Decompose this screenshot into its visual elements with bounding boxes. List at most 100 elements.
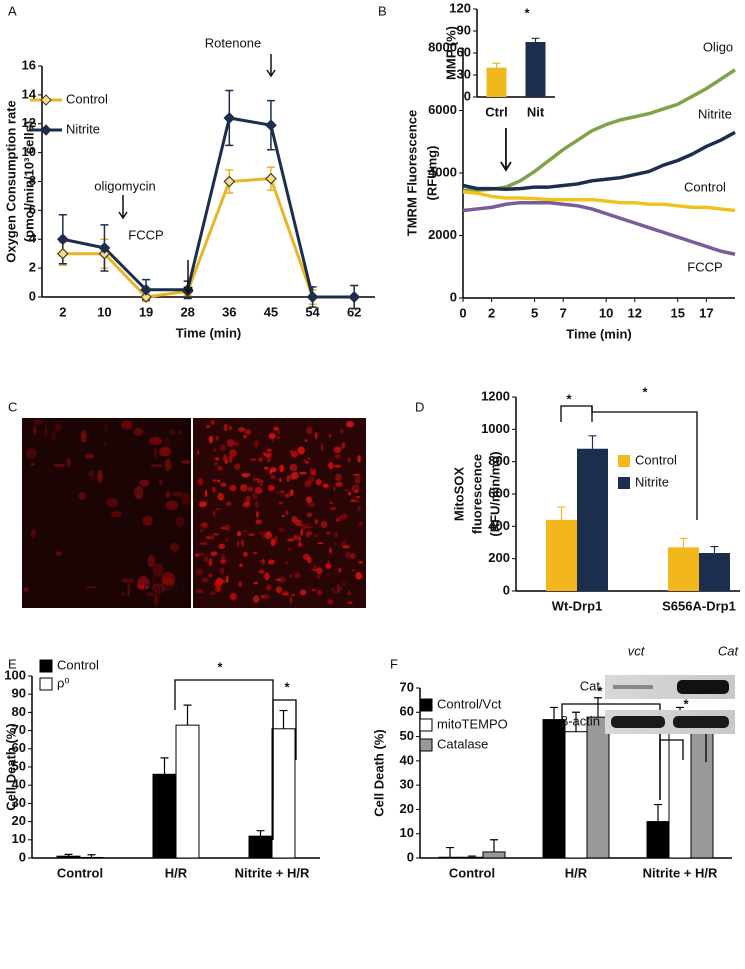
panel-label: C [8, 399, 17, 414]
significance-bracket [659, 739, 684, 800]
cell-spot [270, 538, 276, 547]
cell-spot [330, 502, 334, 505]
cell-spot [149, 437, 163, 446]
cell-spot [248, 472, 251, 477]
cell-spot [106, 498, 119, 508]
cell-spot [210, 420, 215, 426]
cell-spot [353, 490, 359, 493]
cell-spot [347, 590, 352, 596]
y-tick-label: 200 [488, 550, 510, 565]
bar [564, 731, 588, 859]
cell-spot [146, 592, 155, 597]
cell-spot [241, 538, 245, 547]
cell-spot [219, 567, 225, 575]
cell-spot [194, 553, 200, 557]
micrograph [22, 418, 191, 608]
cell-spot [334, 464, 342, 468]
cell-spot [154, 592, 158, 606]
significance-star: * [217, 659, 223, 674]
cell-spot [333, 446, 342, 453]
cell-spot [322, 483, 329, 488]
cell-spot [325, 563, 332, 569]
cell-spot [165, 491, 171, 498]
cell-spot [295, 523, 302, 527]
x-tick-label: Nitrite + H/R [643, 865, 718, 880]
bar [668, 728, 692, 859]
significance-star: * [597, 683, 603, 698]
bar [175, 724, 200, 859]
x-tick-label: Control [449, 865, 495, 880]
x-tick-label: 5 [531, 305, 538, 320]
cell-spot [236, 540, 240, 548]
cell-spot [266, 448, 272, 452]
cell-spot [316, 574, 321, 579]
blot-band [611, 716, 665, 728]
marker [348, 291, 361, 303]
cell-spot [279, 477, 282, 483]
cell-spot [204, 556, 209, 563]
marker [98, 242, 111, 254]
annotation-arrow [183, 260, 193, 295]
series-label: FCCP [687, 259, 722, 274]
cell-spot [142, 515, 153, 526]
cell-spot [275, 586, 282, 594]
cell-spot [220, 560, 227, 563]
cell-spot [213, 479, 217, 482]
y-tick-label: 50 [400, 728, 414, 743]
y-axis-label: Oxygen Consumption rate [3, 100, 18, 263]
cell-spot [220, 526, 227, 530]
y-axis-label: (pmol/min/10³ cells) [21, 121, 36, 242]
legend-label: Control [57, 657, 99, 672]
cell-spot [329, 498, 332, 505]
cell-spot [344, 489, 349, 492]
cell-spot [320, 520, 328, 528]
panel-label: F [390, 656, 398, 671]
legend-marker [40, 94, 52, 106]
cell-spot [352, 473, 361, 477]
legend-swatch [39, 677, 53, 691]
cell-spot [250, 458, 257, 461]
cell-spot [317, 542, 324, 545]
cell-spot [104, 442, 108, 446]
cell-spot [211, 479, 219, 483]
series-line [462, 130, 736, 191]
cell-spot [331, 588, 335, 595]
cell-spot [253, 477, 256, 482]
bar [79, 856, 104, 859]
x-tick-label: H/R [165, 865, 188, 880]
significance-star: * [642, 384, 648, 399]
cell-spot [266, 584, 272, 591]
series-label: Nitrite [698, 106, 732, 121]
y-axis-label: Cell Death (%) [3, 723, 18, 810]
cell-spot [175, 516, 185, 528]
cell-spot [133, 428, 144, 436]
error-bar [557, 506, 566, 520]
cell-spot [248, 533, 255, 536]
cell-spot [354, 475, 361, 484]
cell-spot [152, 563, 164, 577]
cell-spot [293, 535, 299, 541]
cell-spot [217, 465, 224, 471]
error-bar [594, 697, 602, 718]
x-tick-label: 10 [599, 305, 613, 320]
cell-spot [212, 486, 216, 493]
cell-spot [138, 479, 150, 487]
error-bar [572, 711, 580, 732]
cell-spot [289, 489, 294, 497]
cell-spot [315, 478, 322, 486]
cell-spot [229, 593, 238, 601]
cell-spot [306, 512, 313, 518]
blot-row-label: Cat [580, 678, 601, 693]
cell-spot [50, 431, 57, 442]
cell-spot [33, 425, 37, 435]
cell-spot [104, 421, 108, 435]
legend-swatch [419, 698, 433, 712]
cell-spot [164, 436, 171, 450]
series-label: Oligo [703, 39, 733, 54]
cell-spot [256, 479, 264, 484]
bar [271, 728, 296, 859]
marker [306, 291, 319, 303]
cell-spot [286, 475, 290, 483]
cell-spot [218, 543, 225, 550]
